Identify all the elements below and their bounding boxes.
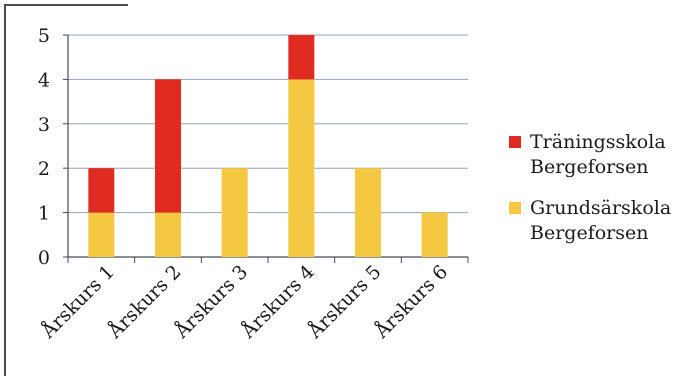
y-tick-label: 3 [38, 114, 50, 136]
y-tick-label: 1 [38, 203, 50, 225]
x-tick-label: Årskurs 1 [37, 261, 119, 343]
y-tick-label: 2 [38, 158, 50, 180]
x-tick-label: Årskurs 4 [237, 261, 319, 343]
frame-border-top [4, 4, 128, 6]
bar-segment-traningsskola [88, 168, 115, 213]
legend-swatch [509, 202, 521, 214]
y-tick-label: 4 [38, 69, 50, 91]
bar-segment-traningsskola [288, 35, 315, 80]
frame-border-left [4, 4, 6, 376]
bar-segment-grundsarskola [421, 212, 448, 257]
bar-segment-grundsarskola [155, 212, 181, 257]
bar-segment-grundsarskola [288, 79, 315, 258]
bar-segment-traningsskola [155, 79, 181, 213]
x-tick-label: Årskurs 6 [370, 261, 452, 343]
legend-label: Grundsärskola [530, 197, 671, 219]
y-tick-label: 5 [38, 25, 50, 47]
legend-label: Bergeforsen [530, 222, 648, 244]
legend-swatch [509, 136, 521, 148]
bar-segment-grundsarskola [88, 212, 115, 257]
legend-label: Bergeforsen [530, 156, 648, 178]
x-tick-label: Årskurs 3 [170, 261, 252, 343]
y-tick-label: 0 [38, 247, 50, 269]
bar-segment-grundsarskola [355, 168, 381, 257]
legend-label: Träningsskola [530, 131, 666, 153]
bar-segment-grundsarskola [221, 168, 248, 257]
